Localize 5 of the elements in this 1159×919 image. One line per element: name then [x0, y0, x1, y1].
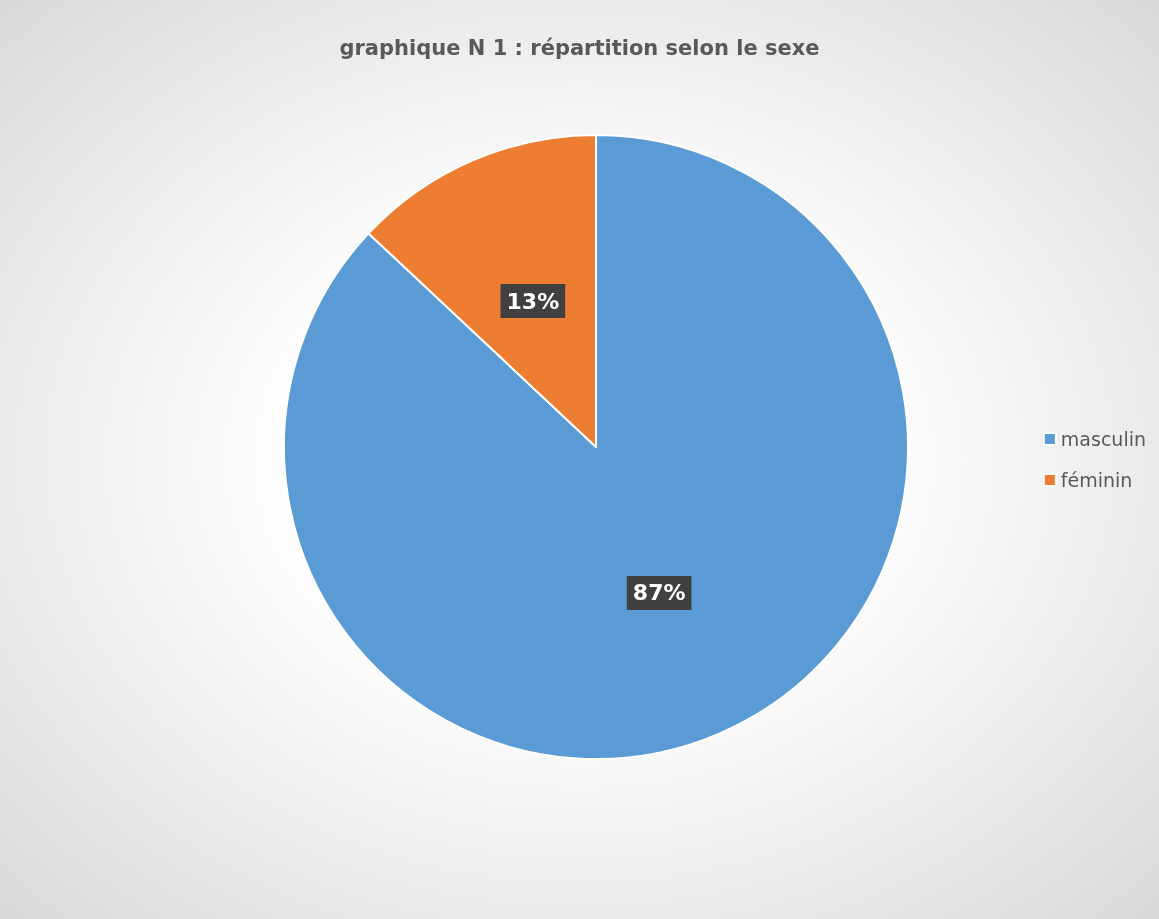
data-label: 87% [632, 580, 686, 606]
legend-label: masculin [1060, 428, 1146, 450]
legend-label: féminin [1060, 469, 1133, 491]
data-label: 13% [506, 288, 560, 314]
chart-title: graphique N 1 : répartition selon le sexe [339, 35, 820, 60]
